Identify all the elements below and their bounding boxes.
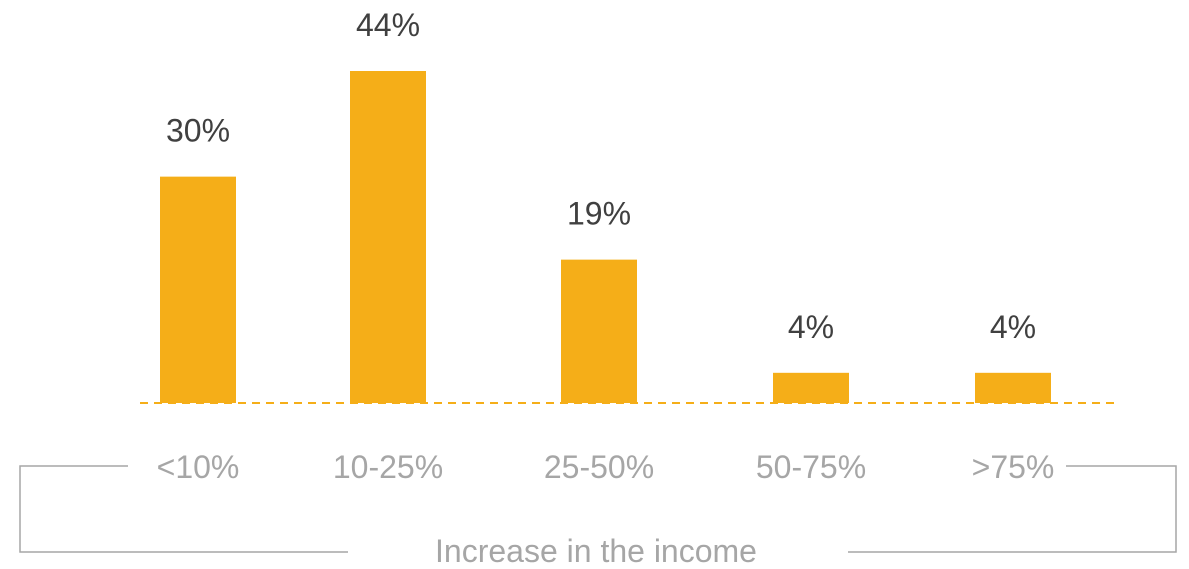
data-label-3: 4% <box>788 309 834 345</box>
data-label-2: 19% <box>567 196 631 232</box>
x-axis-title: Increase in the income <box>435 533 757 569</box>
bar-0 <box>160 176 236 403</box>
tick-label-0: <10% <box>157 449 240 485</box>
tick-label-2: 25-50% <box>544 449 654 485</box>
axis-bracket <box>19 465 1177 553</box>
tick-label-4: >75% <box>972 449 1055 485</box>
tick-label-1: 10-25% <box>333 449 443 485</box>
bar-3 <box>773 372 849 403</box>
bar-1 <box>350 71 426 403</box>
data-label-1: 44% <box>356 7 420 43</box>
tick-labels-layer: <10% 10-25% 25-50% 50-75% >75% <box>157 449 1055 485</box>
bars-layer <box>160 71 1051 403</box>
bar-4 <box>975 372 1051 403</box>
data-label-0: 30% <box>166 113 230 149</box>
bar-2 <box>561 259 637 403</box>
data-label-4: 4% <box>990 309 1036 345</box>
value-labels-layer: 30% 44% 19% 4% 4% <box>166 7 1036 345</box>
tick-label-3: 50-75% <box>756 449 866 485</box>
